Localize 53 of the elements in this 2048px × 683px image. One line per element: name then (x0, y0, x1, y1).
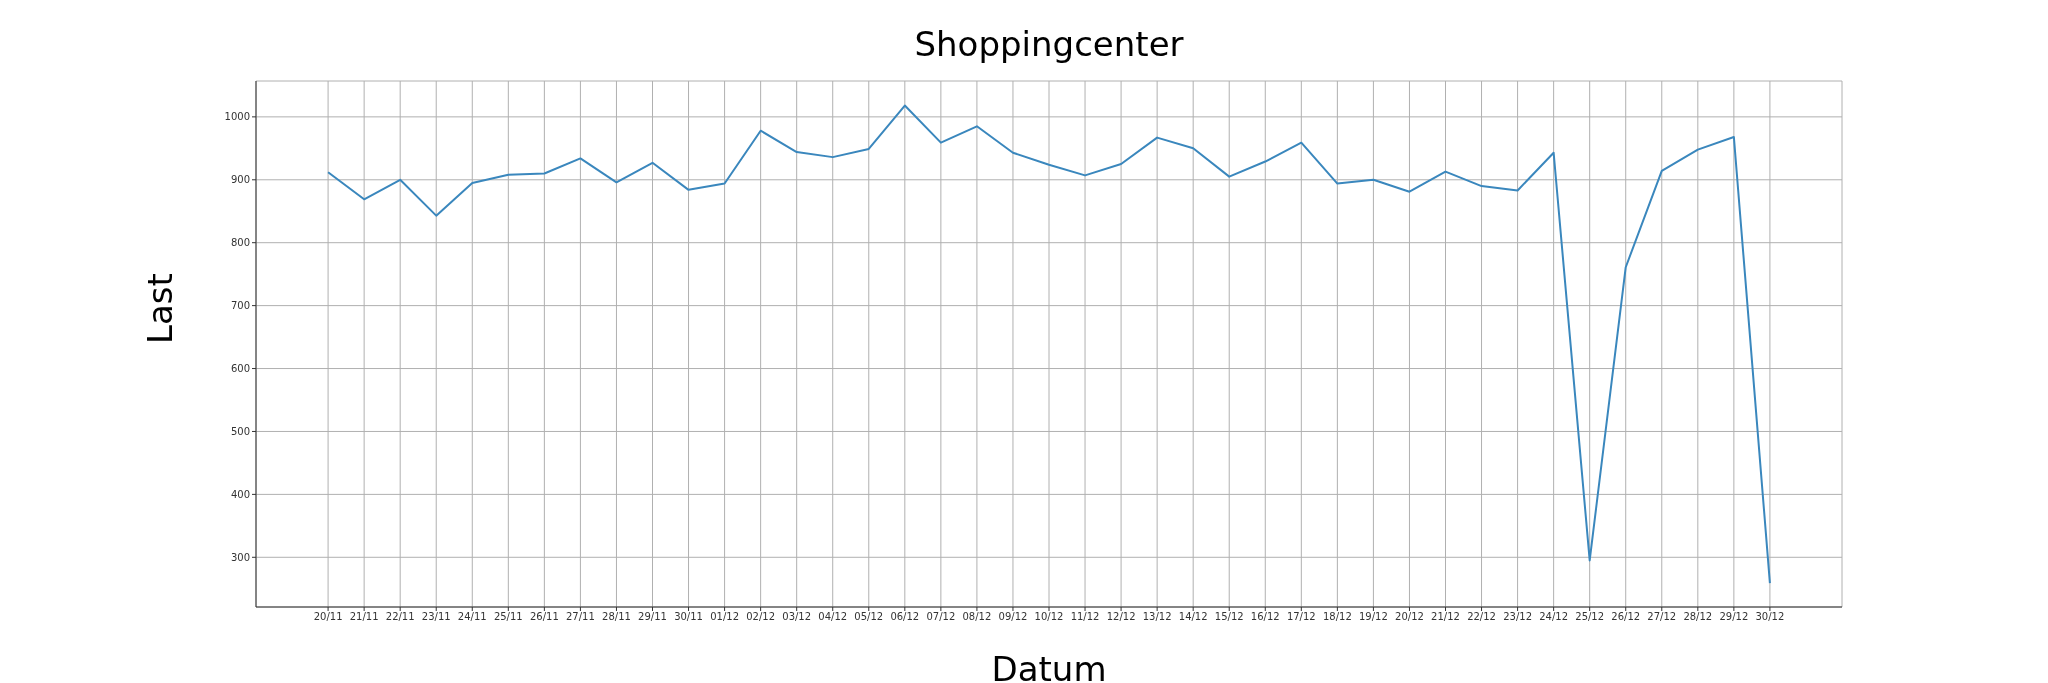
x-tick-label: 25/12 (1575, 611, 1605, 623)
x-tick-label: 25/11 (493, 611, 523, 623)
x-tick-label: 08/12 (962, 611, 992, 623)
y-tick-label: 500 (230, 426, 250, 438)
y-tick-label: 1000 (224, 111, 250, 123)
x-tick-label: 21/11 (349, 611, 379, 623)
x-tick-label: 09/12 (998, 611, 1028, 623)
x-tick-label: 16/12 (1250, 611, 1280, 623)
x-tick-label: 30/11 (674, 611, 703, 623)
line-series (327, 104, 1771, 585)
y-tick-label: 800 (230, 237, 250, 249)
x-axis-title: Datum (991, 649, 1107, 683)
x-tick-label: 30/12 (1755, 611, 1785, 623)
chart-title: Shoppingcenter (913, 24, 1185, 64)
x-tick-label: 26/11 (529, 611, 559, 623)
x-tick-label: 07/12 (926, 611, 956, 623)
x-tick-label: 02/12 (746, 611, 776, 623)
x-tick-label: 03/12 (782, 611, 812, 623)
y-tick-label: 700 (230, 300, 250, 312)
x-tick-label: 01/12 (710, 611, 739, 623)
x-tick-label: 27/11 (566, 611, 595, 623)
x-tick-label: 19/12 (1358, 611, 1388, 623)
x-tick-label: 23/11 (421, 611, 451, 623)
x-tick-label: 27/12 (1647, 611, 1677, 623)
x-tick-label: 14/12 (1178, 611, 1208, 623)
y-tick-label: 900 (230, 174, 250, 186)
x-tick-label: 26/12 (1611, 611, 1641, 623)
x-tick-label: 20/12 (1395, 611, 1424, 623)
x-tick-label: 11/12 (1070, 611, 1100, 623)
x-tick-label: 29/12 (1719, 611, 1749, 623)
x-tick-label: 13/12 (1142, 611, 1172, 623)
x-tick-label: 20/11 (313, 611, 343, 623)
y-axis-title: Last (140, 273, 181, 344)
x-tick-label: 18/12 (1322, 611, 1352, 623)
x-tick-label: 15/12 (1214, 611, 1244, 623)
x-tick-label: 21/12 (1431, 611, 1460, 623)
x-tick-label: 24/11 (457, 611, 487, 623)
x-tick-label: 04/12 (818, 611, 848, 623)
x-tick-label: 23/12 (1503, 611, 1533, 623)
x-tick-label: 06/12 (890, 611, 920, 623)
x-tick-label: 05/12 (854, 611, 884, 623)
x-tick-label: 22/12 (1467, 611, 1496, 623)
x-tick-label: 10/12 (1034, 611, 1064, 623)
x-tick-label: 17/12 (1286, 611, 1316, 623)
y-tick-label: 400 (230, 488, 250, 500)
y-tick-label: 300 (230, 551, 250, 563)
x-tick-label: 22/11 (385, 611, 415, 623)
x-tick-label: 24/12 (1539, 611, 1569, 623)
x-tick-label: 12/12 (1106, 611, 1136, 623)
y-tick-label: 600 (230, 363, 250, 375)
x-tick-label: 29/11 (638, 611, 667, 623)
x-tick-label: 28/11 (602, 611, 631, 623)
x-tick-label: 28/12 (1683, 611, 1713, 623)
